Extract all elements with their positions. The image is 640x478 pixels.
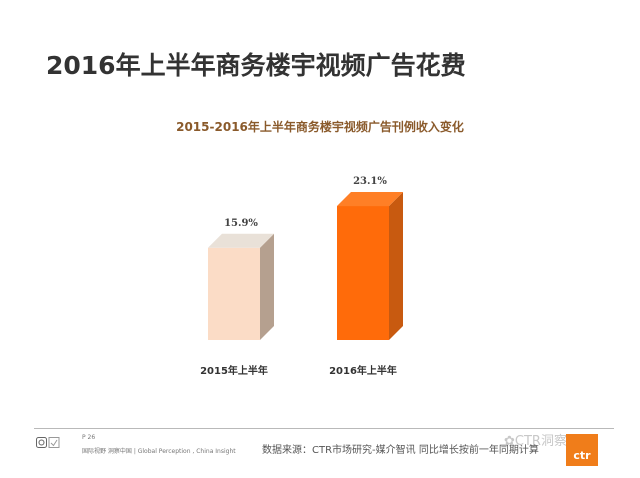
bar-front-face	[337, 206, 389, 340]
bar-front-face	[208, 247, 260, 340]
footer-divider	[34, 428, 614, 429]
page-title: 2016年上半年商务楼宇视频广告花费	[46, 51, 466, 80]
bar-top-face	[208, 233, 274, 248]
bar	[337, 192, 403, 340]
bar	[208, 233, 274, 340]
category-label: 2016年上半年	[329, 364, 397, 377]
category-label: 2015年上半年	[200, 364, 268, 377]
bar-side-face	[389, 192, 403, 340]
wechat-icon: ✿	[504, 434, 515, 449]
bar-top-face	[337, 192, 403, 207]
chart-title: 2015-2016年上半年商务楼宇视频广告刊例收入变化	[176, 120, 464, 134]
ctr-logo-text: ctr	[573, 449, 591, 462]
bar-side-face	[260, 233, 274, 340]
ctr-logo: ctr	[566, 434, 598, 466]
data-source: 数据来源：CTR市场研究-媒介智讯 同比增长按前一年同期计算	[262, 445, 539, 456]
data-label: 23.1%	[353, 176, 387, 187]
watermark-text: CTR洞察	[514, 434, 567, 449]
watermark: ✿CTR洞察	[504, 434, 567, 464]
footer-tagline: 国际视野 洞察中国 | Global Perception , China In…	[82, 448, 236, 455]
data-label: 15.9%	[224, 218, 258, 229]
cert-logo-icon	[36, 437, 60, 448]
page-number: P 26	[82, 434, 96, 441]
